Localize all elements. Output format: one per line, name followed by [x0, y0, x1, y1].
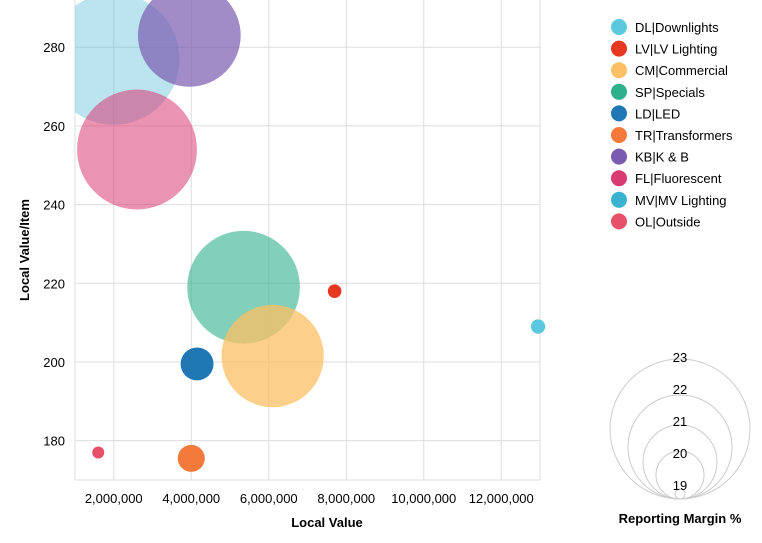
- legend-swatch: [611, 83, 627, 100]
- legend-item[interactable]: FL|Fluorescent: [611, 170, 722, 187]
- legend-label: OL|Outside: [635, 214, 701, 229]
- y-tick-label: 240: [43, 198, 65, 213]
- legend-swatch: [611, 127, 627, 143]
- y-tick-label: 280: [43, 40, 65, 55]
- legend-label: SP|Specials: [635, 85, 705, 100]
- legend-item[interactable]: CM|Commercial: [611, 62, 728, 79]
- y-tick-label: 220: [43, 276, 65, 291]
- legend-label: KB|K & B: [635, 150, 689, 165]
- legend-item[interactable]: TR|Transformers: [611, 127, 733, 143]
- size-legend-label: 23: [673, 350, 687, 365]
- size-legend-label: 21: [673, 414, 687, 429]
- y-tick-label: 200: [43, 355, 65, 370]
- bubble-fl[interactable]: [77, 89, 197, 210]
- legend-item[interactable]: KB|K & B: [611, 148, 689, 165]
- x-tick-label: 6,000,000: [240, 491, 298, 506]
- legend-swatch: [611, 191, 627, 208]
- legend-swatch: [611, 170, 627, 187]
- x-tick-label: 2,000,000: [85, 491, 143, 506]
- legend-label: FL|Fluorescent: [635, 171, 722, 186]
- size-legend-circle: [674, 488, 686, 500]
- legend-swatch: [611, 19, 627, 35]
- x-axis-title: Local Value: [291, 515, 363, 530]
- legend-item[interactable]: SP|Specials: [611, 83, 705, 100]
- legend-label: MV|MV Lighting: [635, 193, 727, 208]
- x-tick-label: 10,000,000: [391, 491, 456, 506]
- size-legend-label: 22: [673, 382, 687, 397]
- y-axis-title: Local Value/Item: [17, 199, 32, 301]
- x-axis-ticks: 2,000,000 4,000,000 6,000,000 8,000,000 10,0…: [85, 491, 534, 506]
- size-legend: 19 20 21 22 23: [609, 350, 751, 500]
- legend-label: DL|Downlights: [635, 20, 719, 35]
- legend-label: CM|Commercial: [635, 63, 728, 78]
- legend-label: TR|Transformers: [635, 128, 733, 143]
- legend-label: LD|LED: [635, 106, 680, 121]
- legend-item[interactable]: DL|Downlights: [611, 19, 719, 35]
- legend-item[interactable]: MV|MV Lighting: [611, 191, 727, 208]
- legend-swatch: [611, 62, 627, 79]
- bubble-lv[interactable]: [327, 284, 342, 298]
- y-tick-label: 260: [43, 119, 65, 134]
- legend-item[interactable]: LD|LED: [611, 105, 680, 122]
- bubble-dl[interactable]: [530, 319, 546, 334]
- legend: DL|Downlights LV|LV Lighting CM|Commercial…: [611, 19, 733, 230]
- legend-swatch: [611, 213, 627, 230]
- legend-item[interactable]: OL|Outside: [611, 213, 701, 230]
- legend-item[interactable]: LV|LV Lighting: [611, 40, 717, 57]
- bubble-ld[interactable]: [180, 347, 214, 381]
- overflow-bubble-layer: [530, 319, 546, 334]
- legend-swatch: [611, 40, 627, 57]
- size-legend-label: 19: [673, 478, 687, 493]
- legend-swatch: [611, 148, 627, 165]
- bubble-kb[interactable]: [137, 0, 241, 87]
- size-legend-label: 20: [673, 446, 687, 461]
- x-tick-label: 8,000,000: [317, 491, 375, 506]
- bubble-tr[interactable]: [177, 444, 205, 472]
- x-tick-label: 4,000,000: [162, 491, 220, 506]
- size-legend-title: Reporting Margin %: [619, 511, 742, 526]
- bubble-ol[interactable]: [92, 446, 105, 459]
- y-axis-ticks: 180 200 220 240 260 280: [43, 40, 65, 448]
- legend-swatch: [611, 105, 627, 122]
- y-tick-label: 180: [43, 434, 65, 449]
- x-tick-label: 12,000,000: [469, 491, 534, 506]
- legend-label: LV|LV Lighting: [635, 42, 717, 57]
- plot-frame: [74, 0, 541, 481]
- bubble-cm[interactable]: [221, 304, 324, 408]
- bubble-layer: [75, 0, 342, 472]
